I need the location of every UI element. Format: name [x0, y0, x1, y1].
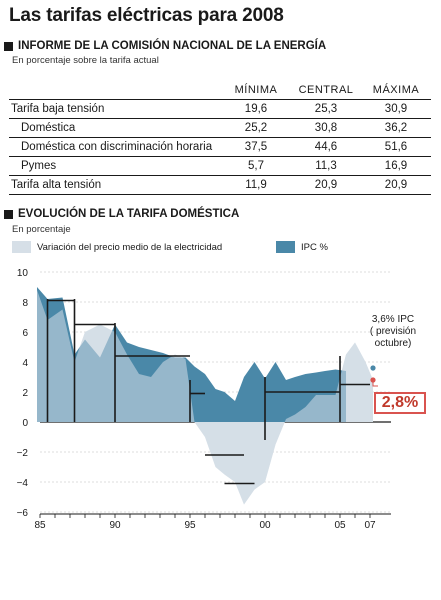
note-line: ( previsión	[369, 326, 417, 337]
cell-central: 30,8	[291, 118, 361, 138]
section2-heading: EVOLUCIÓN DE LA TARIFA DOMÉSTICA	[4, 208, 239, 220]
section2-subtitle: En porcentaje	[12, 224, 71, 235]
highlight-connector	[372, 380, 378, 387]
x-tick-label: 00	[259, 520, 271, 531]
row-label: Pymes	[9, 156, 221, 176]
y-tick-label: −2	[17, 448, 29, 459]
cell-minima: 25,2	[221, 118, 291, 138]
legend-swatch-price	[12, 241, 31, 253]
cell-central: 20,9	[291, 175, 361, 195]
table-row: Doméstica con discriminación horaria 37,…	[9, 137, 431, 157]
cell-maxima: 20,9	[361, 175, 431, 195]
legend-item-ipc: IPC %	[276, 241, 328, 253]
y-tick-label: 10	[17, 268, 29, 279]
cell-central: 25,3	[291, 99, 361, 119]
cell-minima: 11,9	[221, 175, 291, 195]
y-tick-label: 4	[22, 358, 28, 369]
legend-swatch-ipc	[276, 241, 295, 253]
header-blank	[9, 82, 221, 100]
section1-heading: INFORME DE LA COMISIÓN NACIONAL DE LA EN…	[4, 40, 326, 52]
y-tick-label: 8	[22, 298, 28, 309]
ipc-forecast-point	[370, 365, 376, 371]
note-line: 3,6% IPC	[371, 314, 415, 325]
section1-heading-text: INFORME DE LA COMISIÓN NACIONAL DE LA EN…	[18, 40, 327, 52]
table-row: Tarifa baja tensión 19,6 25,3 30,9	[9, 99, 431, 119]
highlight-value-badge: 2,8%	[374, 392, 426, 414]
col-maxima: MÁXIMA	[361, 82, 431, 100]
y-tick-label: 2	[22, 388, 28, 399]
cell-maxima: 36,2	[361, 118, 431, 138]
cell-minima: 37,5	[221, 137, 291, 157]
x-tick-label: 85	[34, 520, 46, 531]
section2-heading-text: EVOLUCIÓN DE LA TARIFA DOMÉSTICA	[18, 208, 240, 220]
x-tick-label: 05	[334, 520, 346, 531]
cell-maxima: 51,6	[361, 137, 431, 157]
x-tick-label: 95	[184, 520, 196, 531]
cell-maxima: 30,9	[361, 99, 431, 119]
legend-item-price: Variación del precio medio de la electri…	[12, 241, 222, 253]
bullet-square-icon	[4, 209, 13, 219]
table-row: Tarifa alta tensión 11,9 20,9 20,9	[9, 175, 431, 195]
row-label: Tarifa baja tensión	[9, 99, 221, 119]
cell-maxima: 16,9	[361, 156, 431, 176]
y-tick-label: 6	[22, 328, 28, 339]
cell-central: 44,6	[291, 137, 361, 157]
page-title: Las tarifas eléctricas para 2008	[9, 5, 284, 26]
ipc-forecast-note: 3,6% IPC ( previsión octubre)	[358, 314, 428, 350]
table-header-row: MÍNIMA CENTRAL MÁXIMA	[9, 82, 431, 100]
table-row: Pymes 5,7 11,3 16,9	[9, 156, 431, 176]
row-label: Tarifa alta tensión	[9, 175, 221, 195]
col-minima: MÍNIMA	[221, 82, 291, 100]
x-tick-label: 07	[364, 520, 376, 531]
row-label: Doméstica con discriminación horaria	[9, 137, 221, 157]
y-tick-label: −6	[17, 508, 29, 519]
cell-central: 11,3	[291, 156, 361, 176]
x-tick-label: 90	[109, 520, 121, 531]
legend-label-price: Variación del precio medio de la electri…	[37, 241, 223, 253]
row-label: Doméstica	[9, 118, 221, 138]
table-row: Doméstica 25,2 30,8 36,2	[9, 118, 431, 138]
tariff-table: MÍNIMA CENTRAL MÁXIMA Tarifa baja tensió…	[9, 82, 431, 195]
tariff-evolution-chart: −6 −4 −2 0 2 4 6 8 10 85 90 95 00 05 07	[17, 268, 391, 531]
section1-subtitle: En porcentaje sobre la tarifa actual	[12, 55, 159, 66]
y-tick-label: −4	[17, 478, 29, 489]
note-line: octubre)	[374, 338, 412, 349]
cell-minima: 5,7	[221, 156, 291, 176]
legend-label-ipc: IPC %	[301, 241, 328, 253]
cell-minima: 19,6	[221, 99, 291, 119]
series-area-price-overlay	[37, 290, 373, 505]
bullet-square-icon	[4, 41, 13, 51]
y-tick-label: 0	[22, 418, 28, 429]
col-central: CENTRAL	[291, 82, 361, 100]
